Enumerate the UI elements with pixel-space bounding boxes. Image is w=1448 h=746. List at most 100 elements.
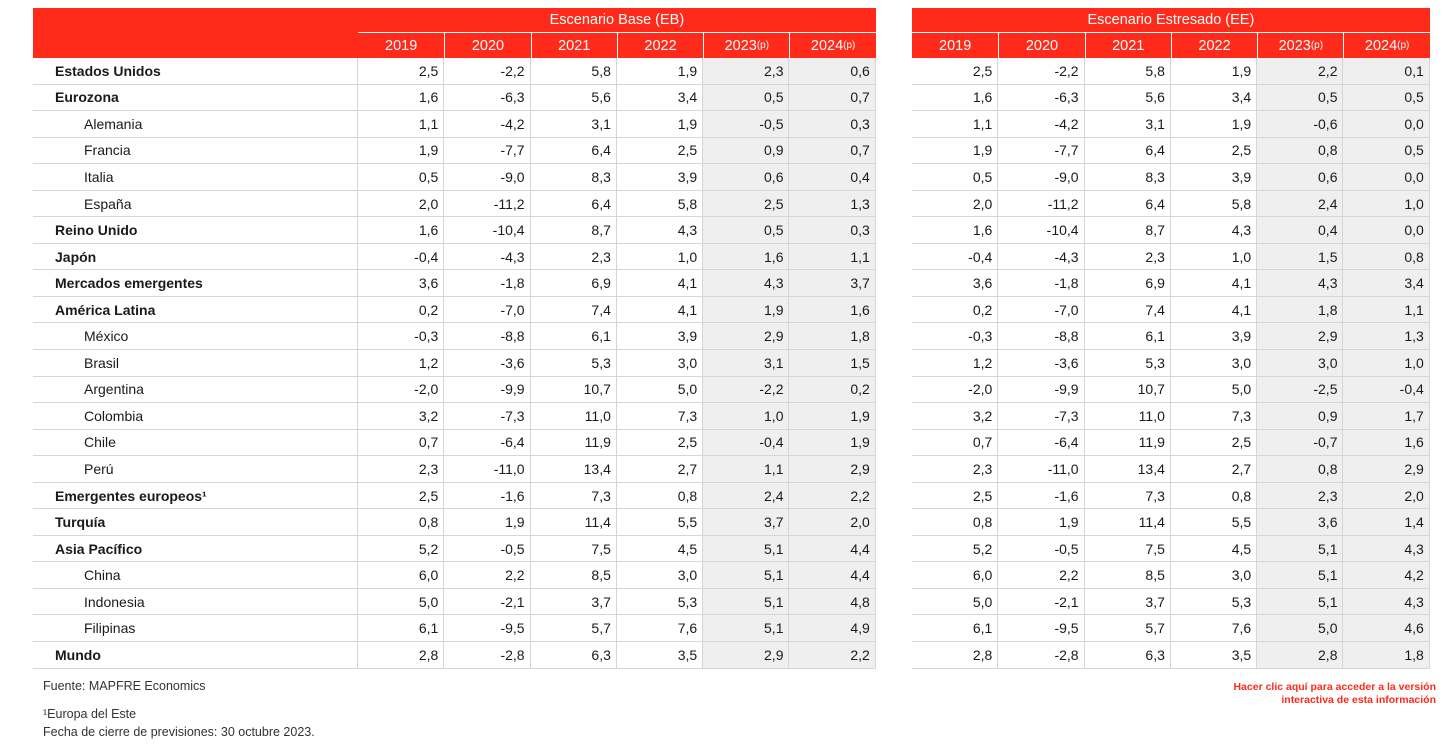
- stress-value-cell: 7,4: [1084, 296, 1171, 324]
- row-label: Argentina: [33, 376, 358, 404]
- stress-value-cell: 1,0: [1343, 350, 1430, 377]
- year-label: 2023: [724, 37, 757, 54]
- base-value-cell: 6,9: [530, 270, 617, 297]
- projection-marker: (p): [1310, 40, 1324, 51]
- link-line-2[interactable]: interactiva de esta información: [1281, 694, 1436, 706]
- base-scenario-table: Escenario Base (EB) 2019 2020 2021 2022 2023(…: [33, 8, 876, 669]
- base-value-cell: 5,6: [530, 84, 617, 112]
- base-value-cell: 2,4: [703, 482, 790, 510]
- stress-value-cell: 7,3: [1170, 403, 1258, 430]
- base-value-cell: 2,3: [530, 243, 617, 271]
- stress-value-cell: 3,6: [1257, 509, 1344, 536]
- footnote: ¹Europa del Este: [43, 707, 137, 721]
- stress-value-cell: -0,4: [912, 243, 999, 271]
- stress-value-cell: 5,0: [1170, 376, 1258, 404]
- base-value-cell: -6,4: [444, 429, 531, 457]
- row-label: América Latina: [33, 296, 358, 324]
- base-value-cell: 0,8: [616, 482, 704, 510]
- base-value-cell: 5,1: [703, 535, 790, 563]
- base-value-cell: 0,3: [789, 217, 876, 244]
- base-value-cell: 1,9: [789, 403, 876, 430]
- stress-value-cell: 2,0: [912, 190, 999, 218]
- stress-value-cell: 0,6: [1257, 164, 1344, 191]
- stress-value-cell: 2,9: [1257, 323, 1344, 351]
- stress-value-cell: 5,1: [1257, 588, 1344, 616]
- stress-value-cell: -10,4: [998, 217, 1085, 244]
- base-value-cell: 0,7: [358, 429, 445, 457]
- base-value-cell: 5,8: [530, 58, 617, 85]
- base-value-cell: 0,4: [789, 164, 876, 191]
- stress-value-cell: -1,6: [998, 482, 1085, 510]
- base-value-cell: -9,0: [444, 164, 531, 191]
- base-value-cell: 8,5: [530, 562, 617, 589]
- base-value-cell: 5,1: [703, 588, 790, 616]
- base-value-cell: -7,3: [444, 403, 531, 430]
- stress-value-cell: 8,3: [1084, 164, 1171, 191]
- stress-value-cell: 5,5: [1170, 509, 1258, 536]
- projection-marker: (p): [1397, 40, 1410, 51]
- stress-value-cell: 4,5: [1170, 535, 1258, 563]
- base-value-cell: 1,2: [358, 350, 445, 377]
- stress-value-cell: 1,0: [1170, 243, 1258, 271]
- stress-value-cell: -2,0: [912, 376, 999, 404]
- base-value-cell: 0,5: [703, 84, 790, 112]
- base-year-header: 2019: [358, 33, 445, 58]
- base-value-cell: -1,8: [444, 270, 531, 297]
- base-value-cell: 3,4: [616, 84, 704, 112]
- year-label: 2021: [1112, 37, 1145, 54]
- stress-value-cell: 0,5: [1343, 84, 1430, 112]
- stress-value-cell: 2,4: [1257, 190, 1344, 218]
- base-value-cell: -2,1: [444, 588, 531, 616]
- stress-value-cell: 0,8: [912, 509, 999, 536]
- base-value-cell: 5,7: [530, 615, 617, 643]
- base-value-cell: 1,6: [358, 84, 445, 112]
- base-value-cell: -9,5: [444, 615, 531, 643]
- year-label: 2020: [1025, 37, 1059, 54]
- stress-value-cell: 7,5: [1084, 535, 1171, 563]
- stress-value-cell: 4,3: [1170, 217, 1258, 244]
- base-value-cell: -2,2: [444, 58, 531, 85]
- stress-value-cell: 5,3: [1084, 350, 1171, 377]
- base-value-cell: -0,4: [358, 243, 445, 271]
- stress-value-cell: 3,9: [1170, 164, 1258, 191]
- stress-value-cell: 1,9: [998, 509, 1085, 536]
- stress-value-cell: 3,2: [912, 403, 999, 430]
- stress-year-header: 2023 (p): [1257, 33, 1344, 58]
- base-value-cell: 5,1: [703, 562, 790, 589]
- base-value-cell: -11,0: [444, 456, 531, 483]
- stress-value-cell: 5,0: [1257, 615, 1344, 643]
- stress-value-cell: 1,7: [1343, 403, 1430, 430]
- stress-scenario-table: Escenario Estresado (EE) 2019 2020 2021 2022…: [912, 8, 1430, 669]
- stress-value-cell: 6,3: [1084, 642, 1171, 669]
- stress-value-cell: 1,6: [912, 217, 999, 244]
- base-value-cell: 7,4: [530, 296, 617, 324]
- interactive-version-link[interactable]: Hacer clic aquí para acceder a la versió…: [1233, 681, 1436, 707]
- base-year-header: 2024 (p): [789, 33, 876, 58]
- year-label: 2022: [1198, 37, 1231, 54]
- base-value-cell: 0,2: [789, 376, 876, 404]
- base-value-cell: 2,9: [703, 642, 790, 669]
- base-value-cell: 0,7: [789, 84, 876, 112]
- stress-value-cell: 1,0: [1343, 190, 1430, 218]
- row-label: China: [33, 562, 358, 589]
- link-line-1[interactable]: Hacer clic aquí para acceder a la versió…: [1233, 681, 1436, 693]
- stress-year-header: 2021: [1084, 33, 1171, 58]
- stress-value-cell: 13,4: [1084, 456, 1171, 483]
- stress-year-header: 2022: [1170, 33, 1258, 58]
- base-value-cell: 10,7: [530, 376, 617, 404]
- base-value-cell: 3,7: [530, 588, 617, 616]
- stress-value-cell: 0,7: [912, 429, 999, 457]
- base-value-cell: 6,4: [530, 190, 617, 218]
- base-value-cell: 1,1: [703, 456, 790, 483]
- stress-value-cell: 0,5: [1257, 84, 1344, 112]
- base-value-cell: 7,5: [530, 535, 617, 563]
- base-value-cell: 0,5: [358, 164, 445, 191]
- stress-value-cell: 8,5: [1084, 562, 1171, 589]
- base-year-header: 2021: [530, 33, 617, 58]
- stress-value-cell: -0,6: [1257, 111, 1344, 138]
- stress-value-cell: 2,5: [912, 58, 999, 85]
- stress-value-cell: 2,8: [912, 642, 999, 669]
- base-value-cell: 5,2: [358, 535, 445, 563]
- stress-value-cell: -6,4: [998, 429, 1085, 457]
- base-value-cell: 3,6: [358, 270, 445, 297]
